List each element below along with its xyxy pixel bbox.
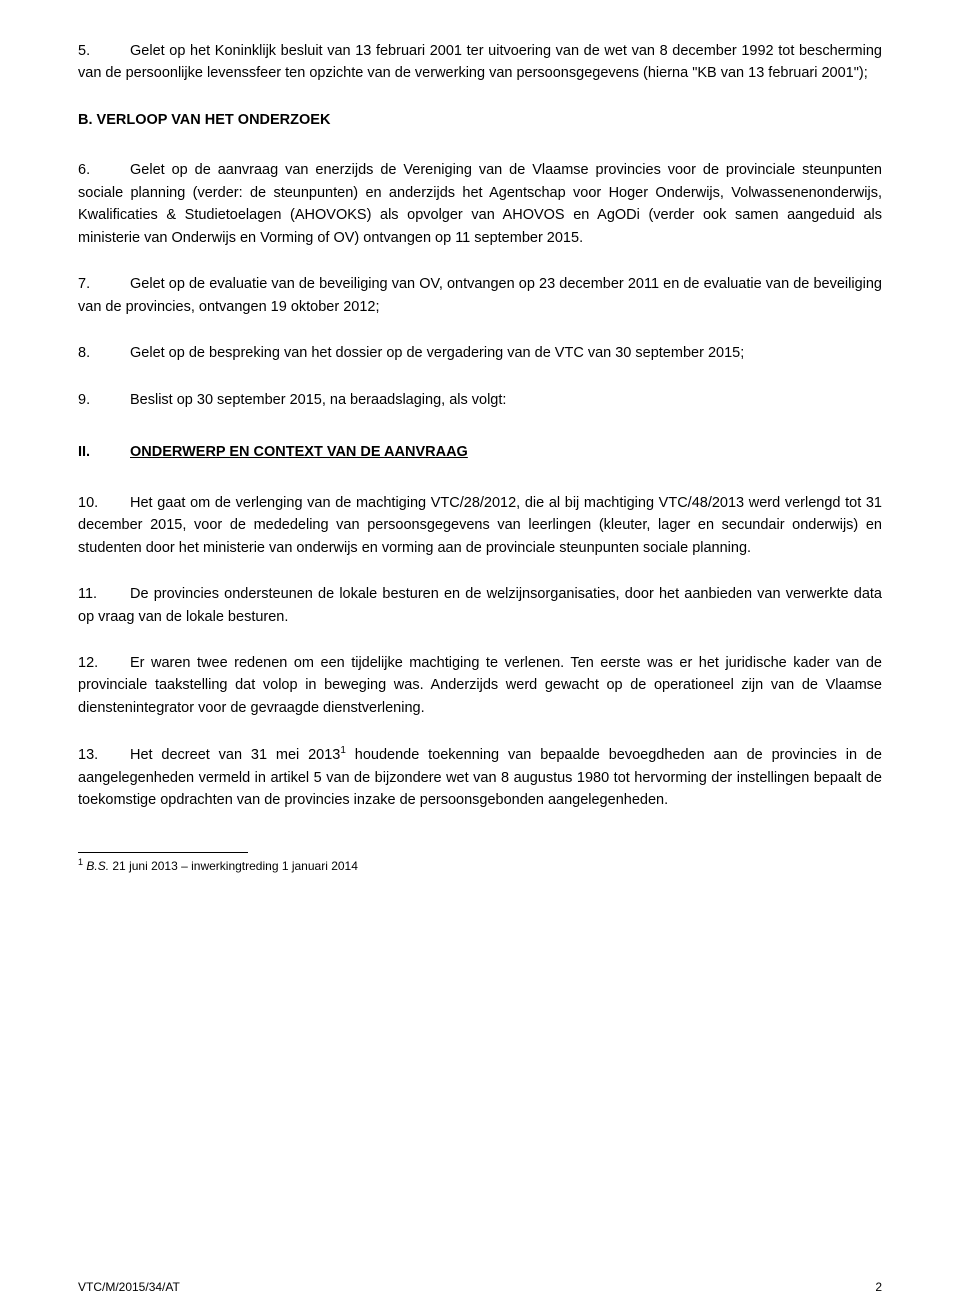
heading-ii: II.ONDERWERP EN CONTEXT VAN DE AANVRAAG (78, 441, 882, 463)
para-8-text: Gelet op de bespreking van het dossier o… (130, 345, 744, 361)
heading-ii-roman: II. (78, 441, 130, 463)
footer-ref: VTC/M/2015/34/AT (78, 1278, 180, 1297)
para-10-num: 10. (78, 492, 130, 514)
para-8-num: 8. (78, 342, 130, 364)
footnote-1-rest: 21 juni 2013 – inwerkingtreding 1 januar… (109, 859, 358, 873)
para-9: 9.Beslist op 30 september 2015, na beraa… (78, 389, 882, 411)
para-13-before: Het decreet van 31 mei 2013 (130, 747, 340, 763)
para-12-num: 12. (78, 652, 130, 674)
para-7-num: 7. (78, 273, 130, 295)
para-13: 13.Het decreet van 31 mei 20131 houdende… (78, 743, 882, 811)
para-12: 12.Er waren twee redenen om een tijdelij… (78, 652, 882, 719)
para-7-text: Gelet op de evaluatie van de beveiliging… (78, 276, 882, 314)
para-7: 7.Gelet op de evaluatie van de beveiligi… (78, 273, 882, 318)
para-10-text: Het gaat om de verlenging van de machtig… (78, 495, 882, 556)
para-12-text: Er waren twee redenen om een tijdelijke … (78, 655, 882, 716)
para-8: 8.Gelet op de bespreking van het dossier… (78, 342, 882, 364)
para-6: 6.Gelet op de aanvraag van enerzijds de … (78, 159, 882, 249)
para-5-text: Gelet op het Koninklijk besluit van 13 f… (78, 43, 882, 81)
para-6-num: 6. (78, 159, 130, 181)
page-footer: VTC/M/2015/34/AT 2 (78, 1278, 882, 1297)
page-container: 5.Gelet op het Koninklijk besluit van 13… (0, 0, 960, 1315)
footnote-1: 1 B.S. 21 juni 2013 – inwerkingtreding 1… (78, 857, 882, 875)
para-13-num: 13. (78, 744, 130, 766)
footnote-separator (78, 852, 248, 853)
para-9-text: Beslist op 30 september 2015, na beraads… (130, 392, 506, 408)
para-10: 10.Het gaat om de verlenging van de mach… (78, 492, 882, 559)
para-6-text: Gelet op de aanvraag van enerzijds de Ve… (78, 162, 882, 245)
footer-page: 2 (875, 1278, 882, 1297)
para-9-num: 9. (78, 389, 130, 411)
heading-ii-text: ONDERWERP EN CONTEXT VAN DE AANVRAAG (130, 444, 468, 460)
para-11-num: 11. (78, 583, 130, 605)
para-5: 5.Gelet op het Koninklijk besluit van 13… (78, 40, 882, 85)
heading-b: B. VERLOOP VAN HET ONDERZOEK (78, 109, 882, 131)
para-5-num: 5. (78, 40, 130, 62)
footnote-1-italic: B.S. (86, 859, 109, 873)
para-11: 11.De provincies ondersteunen de lokale … (78, 583, 882, 628)
footnote-1-sup: 1 (78, 857, 83, 867)
para-11-text: De provincies ondersteunen de lokale bes… (78, 586, 882, 624)
